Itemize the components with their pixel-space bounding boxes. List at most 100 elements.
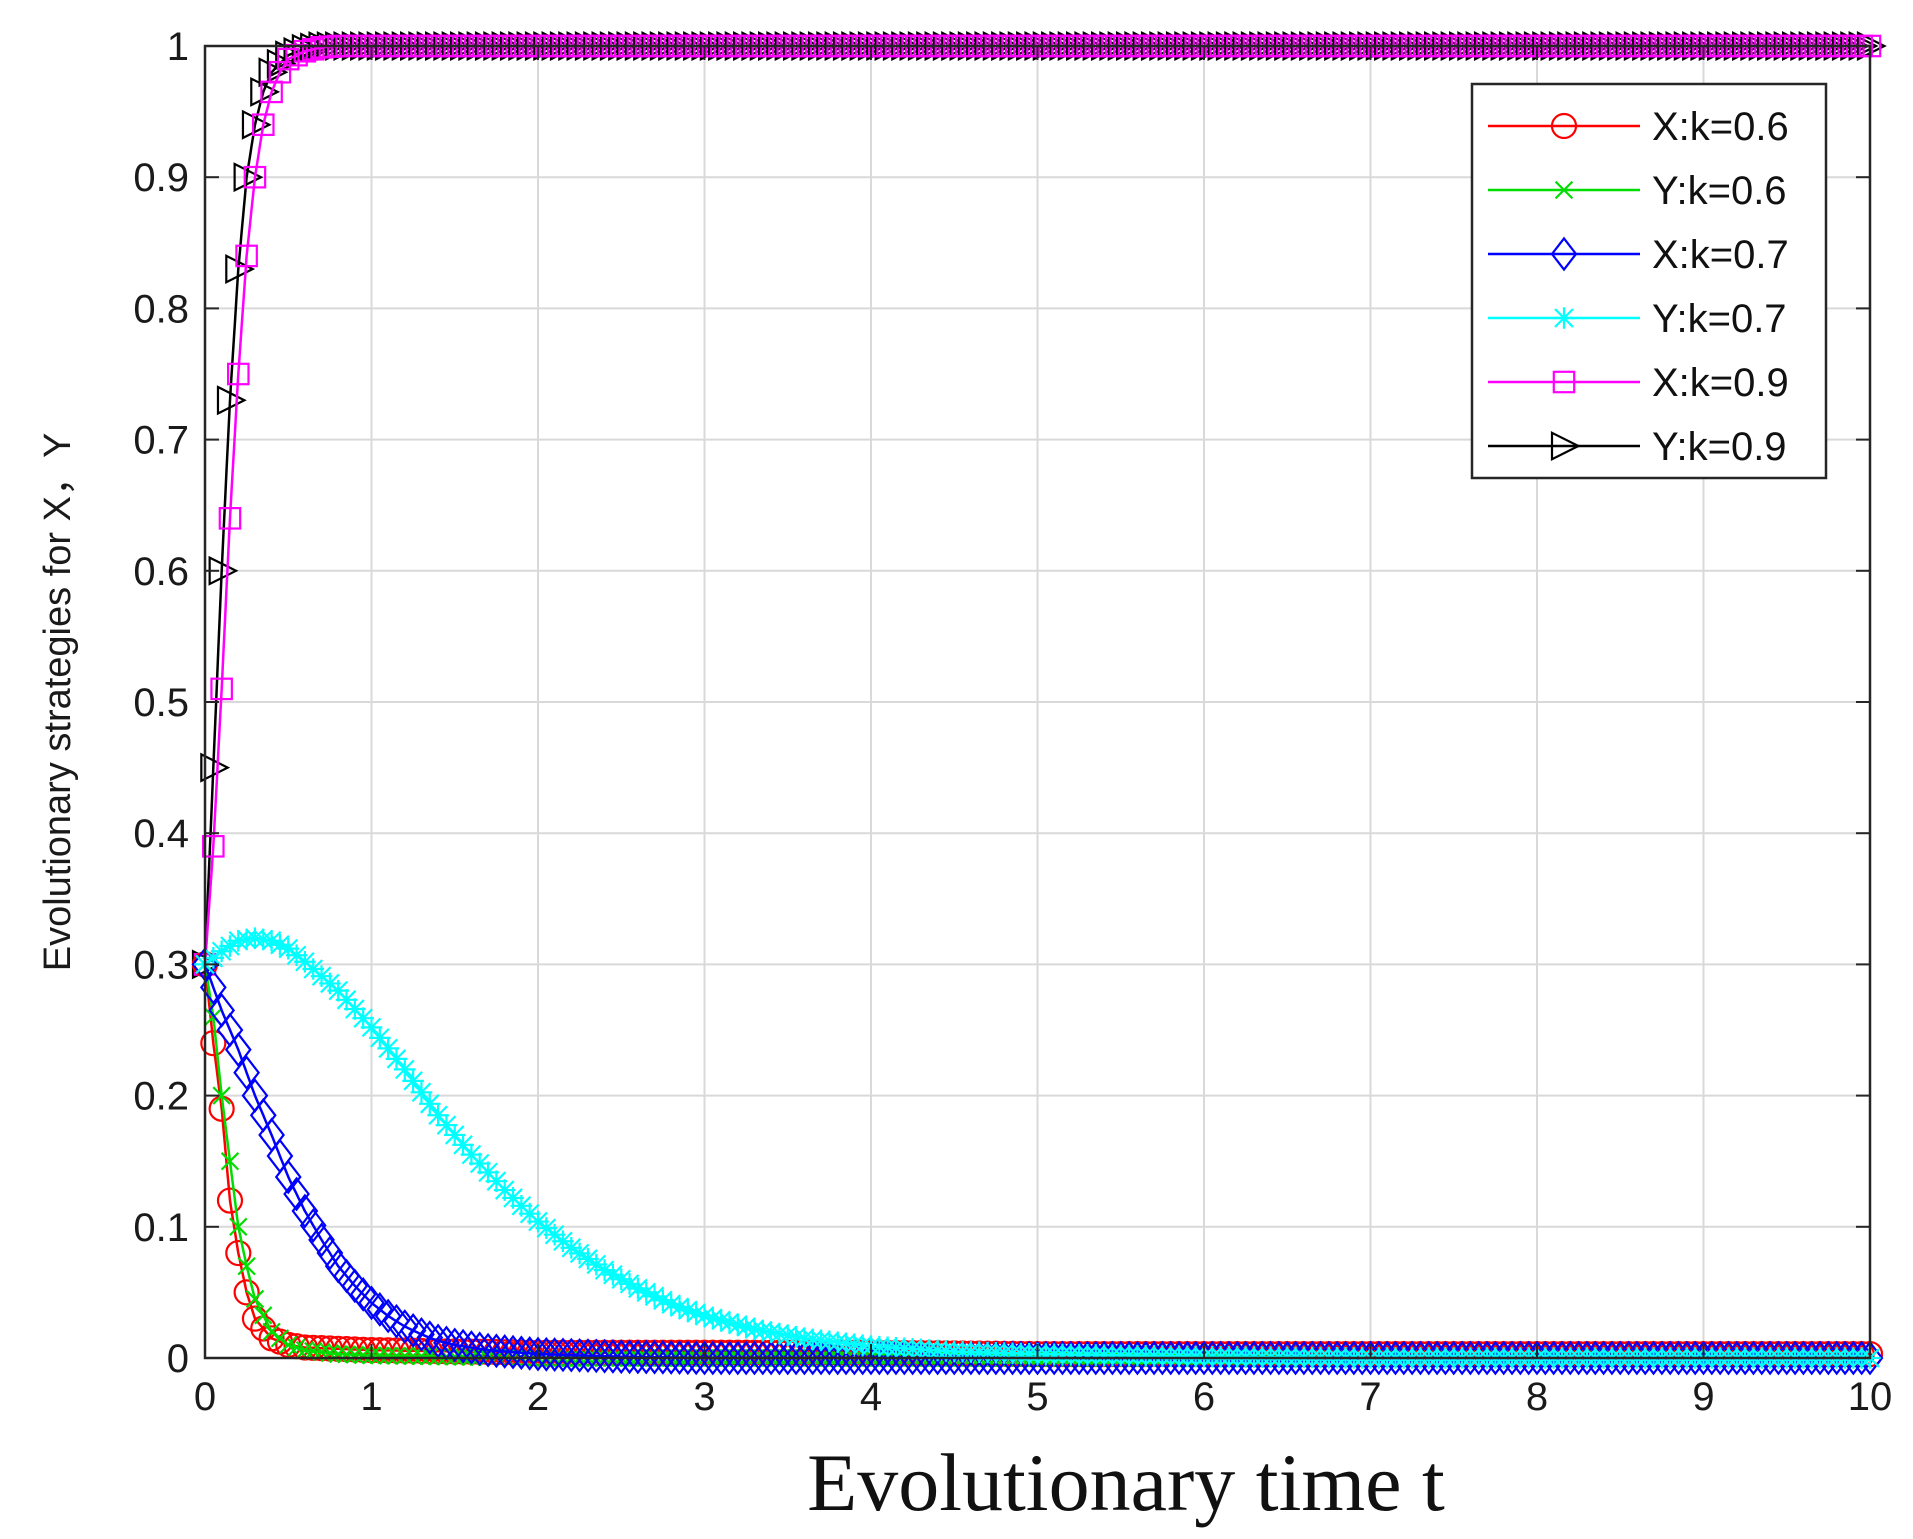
data-point: [385, 1048, 408, 1070]
legend-box: [1470, 82, 1828, 480]
data-point: [220, 1152, 240, 1171]
legend-entry: Y:k=0.7: [1488, 297, 1787, 341]
data-point: [677, 1299, 699, 1321]
data-point: [285, 944, 308, 967]
data-point: [420, 1347, 439, 1366]
data-point: [435, 1114, 458, 1136]
data-point: [308, 1222, 335, 1258]
y-tick-label: 1: [167, 25, 189, 69]
data-point: [378, 1346, 398, 1365]
data-point: [449, 1328, 477, 1364]
data-point: [283, 1176, 310, 1212]
y-tick-label: 0: [167, 1337, 189, 1381]
x-tick-label: 4: [860, 1375, 882, 1419]
legend-label: Y:k=0.7: [1652, 297, 1787, 341]
data-point: [304, 1341, 323, 1361]
legend-marker: [1554, 180, 1574, 200]
legend-marker: [1553, 307, 1575, 329]
data-point: [293, 39, 317, 63]
data-point: [269, 933, 291, 956]
legend-label: X:k=0.9: [1652, 361, 1789, 405]
data-point: [408, 1316, 435, 1352]
data-point: [743, 1318, 766, 1340]
legend-label: X:k=0.7: [1652, 233, 1789, 277]
data-point: [427, 1104, 449, 1127]
data-point: [250, 76, 281, 107]
data-point: [237, 1256, 256, 1276]
data-point: [358, 1285, 385, 1321]
x-tick-label: 0: [194, 1375, 216, 1419]
data-point: [593, 1259, 616, 1281]
x-tick-label: 7: [1359, 1375, 1381, 1419]
x-tick-label: 2: [527, 1375, 549, 1419]
legend-entry: Y:k=0.9: [1488, 425, 1787, 469]
data-point: [418, 1093, 441, 1115]
legend-marker: [1550, 431, 1581, 461]
y-tick-label: 0.6: [133, 550, 189, 594]
y-tick-label: 0.8: [133, 287, 189, 331]
data-point: [233, 162, 264, 193]
data-point: [254, 1306, 273, 1325]
legend: X:k=0.6 Y:k=0.6 X:k=0.7 Y:k=0.7 X:k=0.9 Y:k=0…: [1470, 82, 1828, 480]
data-point: [660, 1293, 682, 1316]
data-point: [394, 1058, 416, 1081]
data-point: [369, 1027, 391, 1049]
data-point: [377, 1037, 399, 1060]
data-point: [441, 1327, 469, 1363]
y-tick-label: 0.5: [133, 681, 189, 725]
data-point: [383, 1303, 410, 1339]
data-point: [218, 507, 242, 530]
data-point: [329, 1344, 348, 1364]
data-point: [577, 1248, 599, 1270]
y-tick-label: 0.1: [133, 1206, 189, 1250]
data-point: [499, 1334, 527, 1370]
data-point: [245, 1289, 265, 1309]
x-tick-label: 9: [1692, 1375, 1714, 1419]
y-tick-label: 0.7: [133, 419, 189, 463]
data-point: [210, 940, 233, 963]
data-point: [466, 1331, 494, 1367]
x-tick-label: 10: [1848, 1375, 1893, 1419]
data-point: [252, 928, 275, 951]
data-point: [299, 1208, 327, 1243]
data-point: [291, 1193, 319, 1229]
data-point: [225, 254, 256, 285]
data-point: [395, 1346, 414, 1366]
data-point: [668, 1296, 691, 1318]
data-point: [776, 1324, 799, 1347]
data-point: [262, 1322, 281, 1341]
data-point: [652, 1289, 674, 1312]
data-point: [219, 935, 241, 957]
x-tick-label: 5: [1026, 1375, 1048, 1419]
y-tick-label: 0.4: [133, 812, 189, 856]
x-tick-label: 1: [360, 1375, 382, 1419]
legend-marker: [1550, 236, 1578, 272]
data-point: [735, 1316, 757, 1338]
y-axis-label: Evolutionary strategies for X，Y: [37, 433, 79, 972]
legend-label: Y:k=0.6: [1652, 169, 1787, 213]
data-point: [482, 1333, 510, 1369]
data-point: [366, 1292, 394, 1327]
data-point: [251, 113, 275, 137]
data-point: [452, 1134, 474, 1156]
data-point: [702, 1307, 724, 1329]
data-point: [618, 1273, 641, 1295]
data-point: [760, 1321, 782, 1343]
data-point: [229, 1217, 248, 1236]
data-point: [345, 1345, 365, 1364]
data-point: [568, 1242, 591, 1265]
data-point: [268, 60, 292, 84]
data-point: [241, 109, 272, 140]
data-point: [210, 677, 233, 701]
data-point: [337, 1345, 356, 1364]
ticks: 0 1 2 3 4 5 6 7 8 9 10 0 0.1 0.2 0.3 0.4 0.5 0.6 0.7 0.8 0.9…: [133, 25, 1892, 1419]
data-point: [560, 1236, 583, 1259]
data-point: [227, 929, 250, 952]
data-point: [360, 1016, 383, 1039]
data-point: [402, 1070, 424, 1092]
data-point: [200, 752, 231, 783]
data-point: [202, 947, 225, 969]
legend-label: Y:k=0.9: [1652, 425, 1787, 469]
data-point: [274, 1159, 302, 1195]
